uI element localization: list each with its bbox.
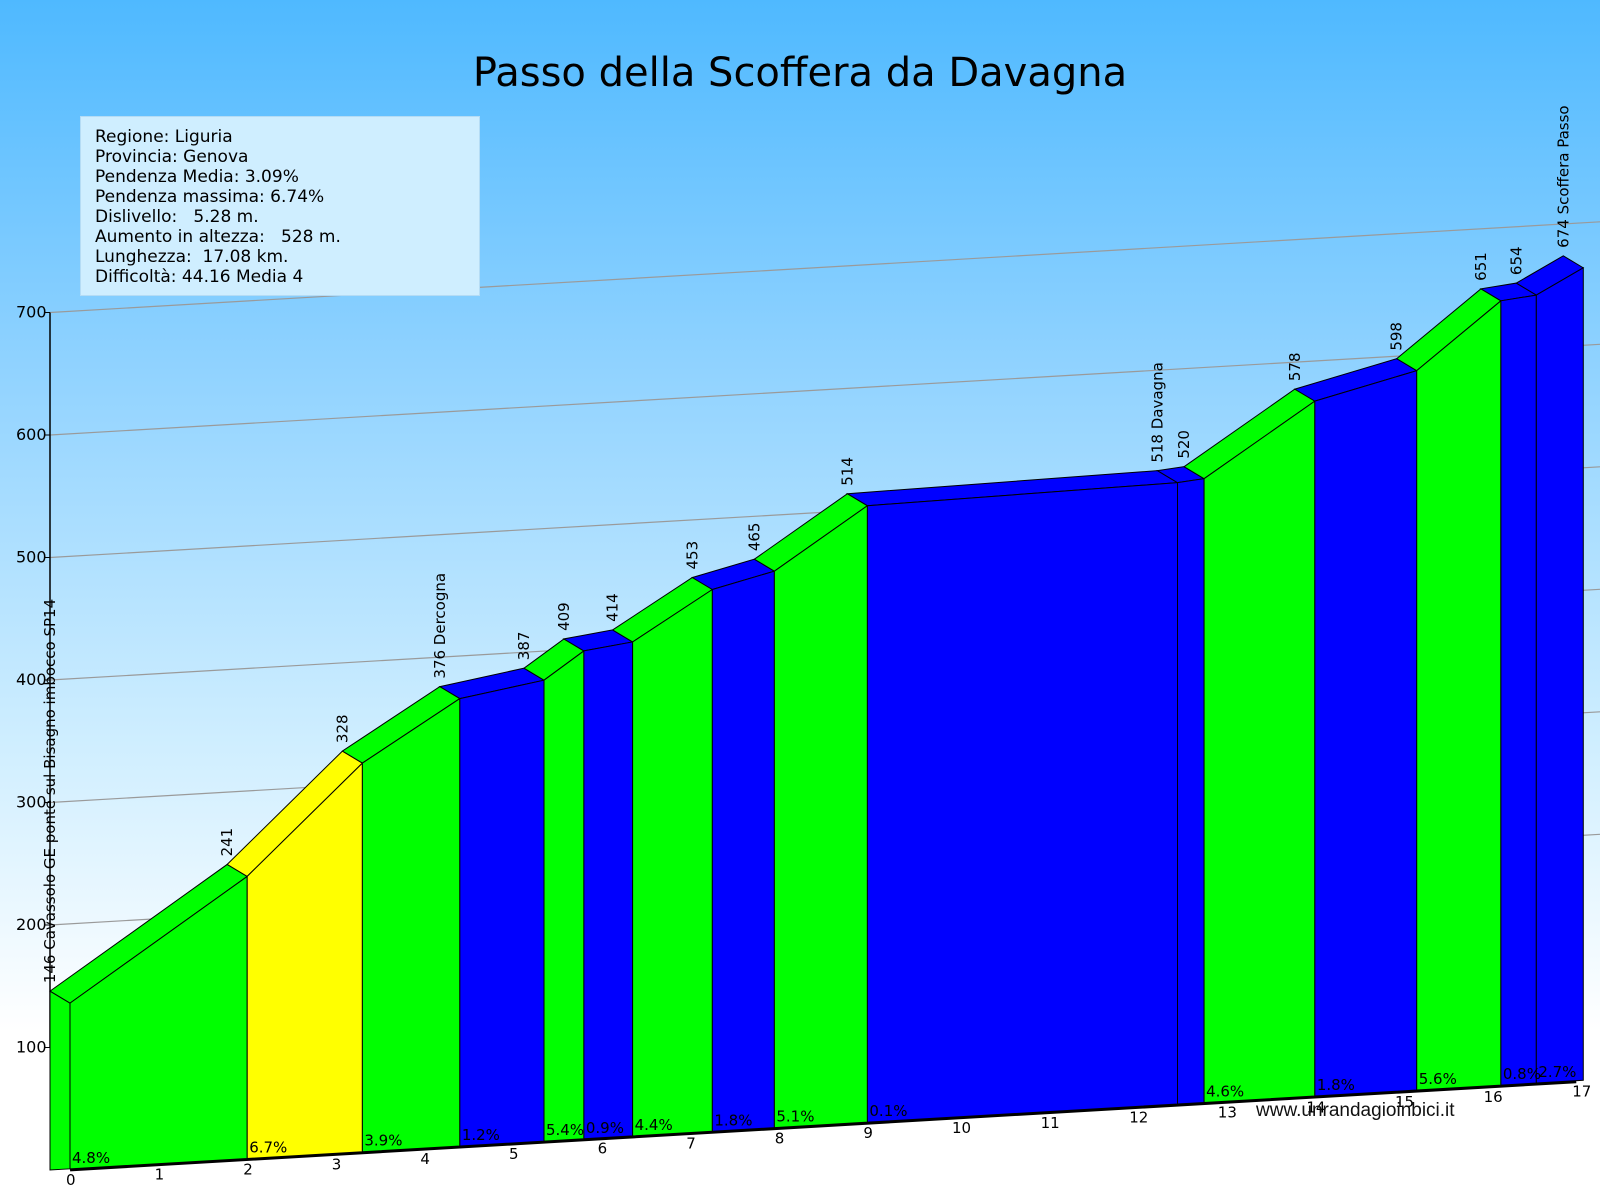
grade-label: 4.6% xyxy=(1206,1082,1244,1100)
grade-label: 5.4% xyxy=(546,1121,584,1139)
y-tick-label: 100 xyxy=(16,1038,47,1057)
segment-face xyxy=(1314,369,1418,1097)
info-provincia: Provincia: Genova xyxy=(95,147,249,167)
profile-segments xyxy=(49,255,1585,1171)
x-tick-label: 7 xyxy=(686,1135,696,1153)
segment-face xyxy=(459,679,545,1147)
x-tick-label: 6 xyxy=(598,1140,608,1158)
grade-label: 4.4% xyxy=(635,1116,673,1134)
info-regione: Regione: Liguria xyxy=(95,127,233,147)
info-box: Regione: Liguria Provincia: Genova Pende… xyxy=(80,116,480,296)
grade-label: 0.9% xyxy=(586,1119,624,1137)
altitude-label: 453 xyxy=(683,541,701,570)
altitude-label: 651 xyxy=(1472,252,1490,281)
x-tick-label: 11 xyxy=(1041,1114,1060,1132)
x-tick-label: 13 xyxy=(1218,1103,1237,1121)
labels-layer: 4.8% 6.7% 3.9% 1.2% 5.4% 0.9% 4.4% 1.8% 5.1% 0.1%… xyxy=(41,105,1576,1166)
info-pendenza-media: Pendenza Media: 3.09% xyxy=(95,167,299,187)
segment-face xyxy=(583,641,634,1140)
y-tick-label: 600 xyxy=(16,425,47,444)
segment-face xyxy=(1416,299,1502,1091)
y-tick-label: 300 xyxy=(16,793,47,812)
segment-face xyxy=(1177,478,1205,1105)
y-tick-label: 700 xyxy=(16,303,47,322)
altitude-label: 328 xyxy=(333,714,351,743)
x-tick-label: 10 xyxy=(952,1119,971,1137)
x-tick-label: 17 xyxy=(1572,1083,1591,1101)
grade-label: 1.8% xyxy=(1317,1076,1355,1094)
altitude-label: 376 Dercogna xyxy=(431,573,449,679)
altitude-label: 514 xyxy=(838,457,856,486)
altitude-label: 598 xyxy=(1388,322,1406,351)
grade-label: 0.8% xyxy=(1503,1065,1541,1083)
x-tick-label: 5 xyxy=(509,1145,519,1163)
altitude-label: 578 xyxy=(1286,352,1304,381)
y-tick-label: 400 xyxy=(16,670,47,689)
segment-face xyxy=(632,588,713,1137)
info-pendenza-massima: Pendenza massima: 6.74% xyxy=(95,187,325,207)
grade-label: 0.1% xyxy=(869,1102,907,1120)
y-axis: 100 200 300 400 500 600 700 xyxy=(16,303,51,1057)
altitude-label: 409 xyxy=(555,602,573,631)
grade-label: 1.2% xyxy=(462,1126,500,1144)
segment-face xyxy=(543,649,585,1142)
grade-label: 4.8% xyxy=(72,1149,110,1167)
altitude-label: 387 xyxy=(515,632,533,661)
altitude-label: 241 xyxy=(218,828,236,857)
x-tick-label: 1 xyxy=(155,1166,165,1184)
x-tick-label: 15 xyxy=(1395,1093,1414,1111)
x-tick-label: 12 xyxy=(1129,1109,1148,1127)
segment-side xyxy=(49,990,71,1171)
grid-line xyxy=(49,221,1600,314)
grade-label: 2.7% xyxy=(1538,1063,1576,1081)
info-difficolta: Difficoltà: 44.16 Media 4 xyxy=(95,267,304,287)
segment-face xyxy=(1500,294,1537,1086)
segment-face xyxy=(711,570,775,1132)
altitude-label: 518 Davagna xyxy=(1149,362,1167,462)
info-dislivello: Dislivello: 5.28 m. xyxy=(95,207,259,227)
segment-face xyxy=(246,761,363,1159)
segment-face xyxy=(361,697,461,1153)
grade-label: 5.6% xyxy=(1419,1070,1457,1088)
chart-title: Passo della Scoffera da Davagna xyxy=(472,50,1128,96)
grade-label: 6.7% xyxy=(249,1138,287,1156)
grade-label: 1.8% xyxy=(714,1111,752,1129)
altitude-label: 465 xyxy=(745,523,763,552)
segment-face xyxy=(1535,266,1584,1084)
info-lunghezza: Lunghezza: 17.08 km. xyxy=(95,247,289,267)
segment-face xyxy=(866,482,1178,1123)
segment-face xyxy=(773,504,868,1129)
grade-label: 3.9% xyxy=(364,1132,402,1150)
x-tick-label: 2 xyxy=(243,1160,253,1178)
info-aumento: Aumento in altezza: 528 m. xyxy=(95,227,341,247)
altitude-label: 654 xyxy=(1507,246,1525,275)
altitude-label: 520 xyxy=(1175,430,1193,459)
x-tick-label: 4 xyxy=(420,1150,430,1168)
website-label[interactable]: www.unrandagioinbici.it xyxy=(1256,1100,1455,1121)
x-tick-label: 3 xyxy=(332,1155,342,1173)
x-tick-label: 0 xyxy=(66,1171,76,1189)
y-tick-label: 200 xyxy=(16,915,47,934)
altitude-label: 674 Scoffera Passo xyxy=(1554,105,1572,247)
altitude-label: 414 xyxy=(604,593,622,622)
x-tick-label: 9 xyxy=(863,1124,873,1142)
y-tick-label: 500 xyxy=(16,548,47,567)
altitude-label: 146 Cavassolo GE ponte sul Bisagno imboc… xyxy=(41,599,59,983)
x-tick-label: 8 xyxy=(775,1129,785,1147)
x-tick-label: 14 xyxy=(1306,1098,1325,1116)
grid-line xyxy=(49,343,1600,436)
grade-label: 5.1% xyxy=(776,1108,814,1126)
segment-face xyxy=(1203,400,1316,1104)
x-tick-label: 16 xyxy=(1484,1088,1503,1106)
